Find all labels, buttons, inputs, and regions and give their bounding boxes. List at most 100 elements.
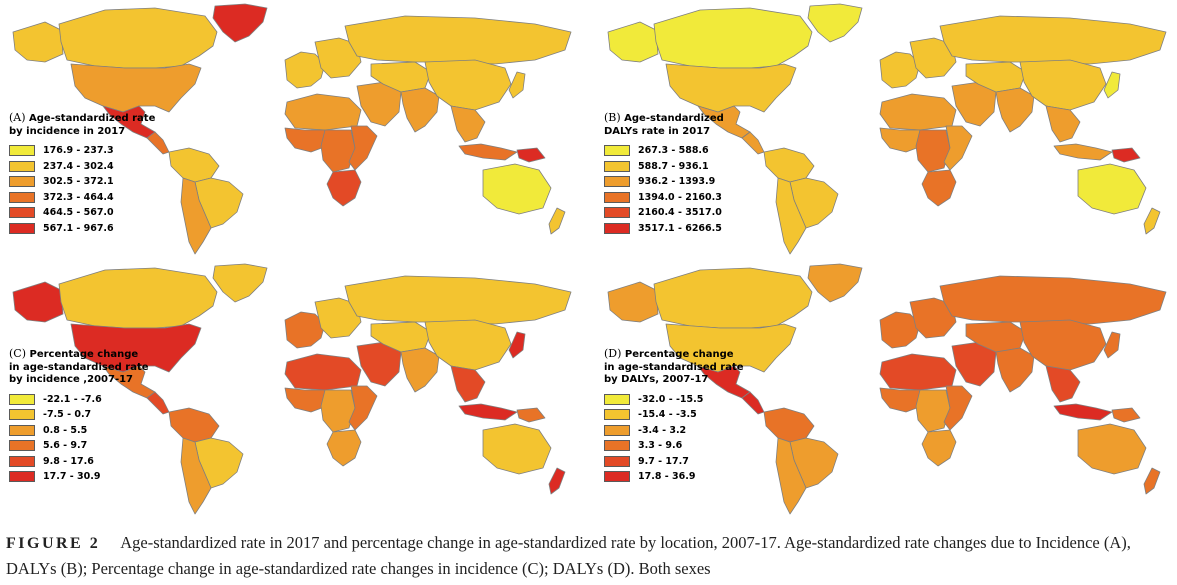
region-japan <box>508 331 526 359</box>
legend-swatch <box>604 471 630 483</box>
world-map-d <box>607 263 1167 515</box>
legend-item: 9.8 - 17.6 <box>9 454 149 470</box>
legend-item: 936.2 - 1393.9 <box>604 174 724 190</box>
region-central-africa <box>320 129 356 173</box>
region-alaska <box>607 21 659 63</box>
region-russia <box>939 15 1167 65</box>
legend-title-line: DALYs rate in 2017 <box>604 125 711 137</box>
legend-range-label: -22.1 - -7.6 <box>43 393 102 405</box>
caption-text: Age-standardized rate in 2017 and percen… <box>6 533 1131 578</box>
legend-c: (C) Percentage change in age-standardised… <box>9 347 149 485</box>
legend-swatch <box>9 191 35 203</box>
region-south-america-north <box>763 147 815 183</box>
legend-item: 3.3 - 9.6 <box>604 438 744 454</box>
legend-range-label: -32.0 - -15.5 <box>638 393 704 405</box>
panel-letter: (C) <box>9 347 26 360</box>
region-europe-east <box>314 37 362 79</box>
world-map-c <box>12 263 572 515</box>
legend-range-label: 237.4 - 302.4 <box>43 160 114 172</box>
region-north-africa <box>284 93 362 131</box>
legend-swatch <box>604 176 630 188</box>
region-central-america <box>741 391 765 415</box>
region-north-africa <box>284 353 362 391</box>
legend-title-line: (A) Age-standardized rate <box>9 111 156 124</box>
legend-swatch <box>9 424 35 436</box>
legend-range-label: -3.4 - 3.2 <box>638 424 687 436</box>
region-new-guinea <box>516 147 546 163</box>
region-europe-west <box>879 311 921 349</box>
region-japan <box>508 71 526 99</box>
region-alaska <box>12 281 64 323</box>
map-panel-d: (D) Percentage change in age-standardised… <box>600 262 1172 517</box>
legend-swatch <box>604 440 630 452</box>
region-south-asia <box>400 87 440 133</box>
legend-swatch <box>604 207 630 219</box>
legend-item: 0.8 - 5.5 <box>9 423 149 439</box>
region-australia <box>1077 423 1147 475</box>
legend-title: (C) Percentage change in age-standardised… <box>9 347 149 387</box>
legend-swatch <box>9 409 35 421</box>
region-southeast-asia <box>450 105 486 143</box>
legend-title-line: (C) Percentage change <box>9 347 139 360</box>
legend-swatch <box>9 145 35 157</box>
region-north-africa <box>879 353 957 391</box>
legend-title-line: by incidence ,2007-17 <box>9 374 134 385</box>
region-new-zealand <box>1143 207 1161 235</box>
legend-title: (A) Age-standardized rate by incidence in… <box>9 111 156 138</box>
legend-swatch <box>604 393 630 405</box>
region-australia <box>482 423 552 475</box>
region-south-america-north <box>763 407 815 443</box>
legend-swatch <box>9 207 35 219</box>
legend-title-line: (B) Age-standardized <box>604 111 724 124</box>
legend-range-label: 176.9 - 237.3 <box>43 145 114 157</box>
legend-item: -15.4 - -3.5 <box>604 407 744 423</box>
region-west-africa <box>284 127 328 153</box>
region-europe-west <box>284 311 326 349</box>
legend-item: 1394.0 - 2160.3 <box>604 190 724 206</box>
region-alaska <box>12 21 64 63</box>
region-europe-east <box>314 297 362 339</box>
legend-item: -3.4 - 3.2 <box>604 423 744 439</box>
region-usa <box>70 63 202 113</box>
region-southern-africa <box>326 169 362 207</box>
legend-item: 567.1 - 967.6 <box>9 221 155 237</box>
region-southeast-asia <box>1045 105 1081 143</box>
region-south-america-south <box>775 437 807 515</box>
region-east-africa <box>943 385 973 431</box>
region-southeast-asia <box>1045 365 1081 403</box>
region-usa <box>70 323 202 373</box>
legend-swatch <box>9 160 35 172</box>
legend-item: 3517.1 - 6266.5 <box>604 221 724 237</box>
region-china <box>1019 319 1107 371</box>
legend-range-label: 9.7 - 17.7 <box>638 455 689 467</box>
region-usa <box>665 63 797 113</box>
region-indonesia <box>1053 143 1113 161</box>
legend-title: (D) Percentage change in age-standardised… <box>604 347 744 387</box>
region-japan <box>1103 71 1121 99</box>
region-south-america-south <box>180 437 212 515</box>
legend-range-label: 3517.1 - 6266.5 <box>638 222 722 234</box>
region-indonesia <box>458 403 518 421</box>
legend-swatch <box>604 424 630 436</box>
region-china <box>1019 59 1107 111</box>
region-central-africa <box>915 129 951 173</box>
legend-title-line: in age-standardised rate <box>604 361 744 373</box>
region-south-asia <box>995 87 1035 133</box>
region-west-africa <box>284 387 328 413</box>
legend-range-label: 567.1 - 967.6 <box>43 222 114 234</box>
region-central-america <box>146 391 170 415</box>
legend-range-label: 2160.4 - 3517.0 <box>638 207 722 219</box>
region-europe-west <box>879 51 921 89</box>
region-east-africa <box>943 125 973 171</box>
world-map-b <box>607 3 1167 255</box>
legend-range-label: 464.5 - 567.0 <box>43 207 114 219</box>
region-south-asia <box>995 347 1035 393</box>
legend-range-label: 3.3 - 9.6 <box>638 440 683 452</box>
legend-range-label: -15.4 - -3.5 <box>638 409 697 421</box>
legend-title-line: in age-standardised rate <box>9 361 149 373</box>
legend-title-line: (D) Percentage change <box>604 347 734 360</box>
region-canada <box>653 7 813 69</box>
region-indonesia <box>458 143 518 161</box>
legend-item: 464.5 - 567.0 <box>9 205 155 221</box>
legend-range-label: 372.3 - 464.4 <box>43 191 114 203</box>
